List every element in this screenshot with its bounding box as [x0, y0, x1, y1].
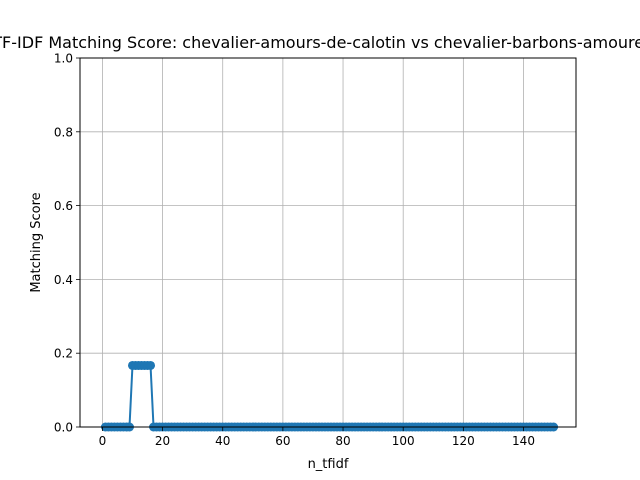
chart-title: TF-IDF Matching Score: chevalier-amours-… [0, 33, 640, 52]
x-axis-label: n_tfidf [308, 457, 349, 472]
y-tick-label: 0.0 [54, 421, 73, 435]
y-axis-label: Matching Score [29, 192, 44, 292]
y-tick-label: 0.6 [54, 199, 73, 213]
x-tick-label: 100 [392, 434, 415, 448]
plot-frame [79, 57, 577, 428]
y-tick-label: 0.4 [54, 273, 73, 287]
x-tick-label: 140 [512, 434, 535, 448]
x-tick-label: 20 [155, 434, 170, 448]
y-tick-label: 0.2 [54, 347, 73, 361]
x-tick-label: 60 [275, 434, 290, 448]
axis-ticks: 0 20 40 60 80 100 120 140 0.0 0.2 0.4 0.6 0.8 1.0 [54, 52, 535, 449]
y-tick-label: 0.8 [54, 125, 73, 139]
data-point [146, 360, 156, 370]
y-tick-label: 1.0 [54, 52, 73, 66]
x-tick-label: 120 [452, 434, 475, 448]
x-tick-label: 40 [215, 434, 230, 448]
x-tick-label: 0 [99, 434, 107, 448]
x-tick-label: 80 [335, 434, 350, 448]
